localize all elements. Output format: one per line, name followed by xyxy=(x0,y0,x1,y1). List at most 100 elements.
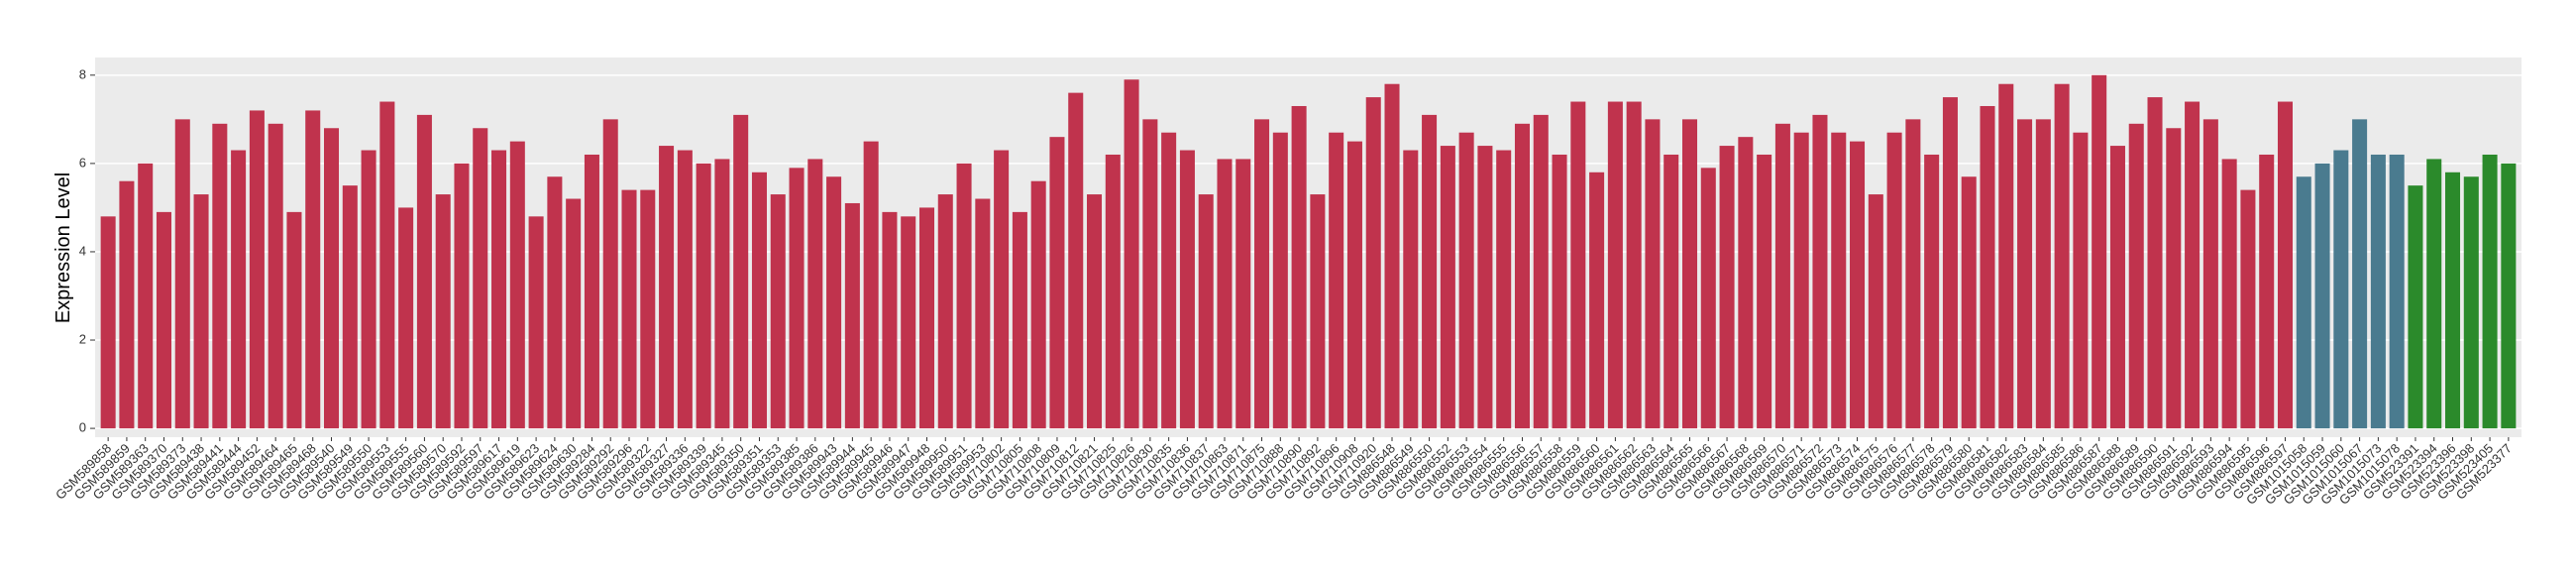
bar xyxy=(268,123,283,429)
bar xyxy=(547,176,563,429)
bar xyxy=(1831,132,1847,429)
bar xyxy=(956,163,972,429)
bar xyxy=(1310,194,1326,429)
bar xyxy=(2017,119,2033,429)
bar xyxy=(844,202,860,429)
bar xyxy=(2277,101,2293,429)
bar xyxy=(1049,137,1065,429)
bar xyxy=(1793,132,1809,429)
y-tick-label: 6 xyxy=(79,155,86,170)
bar xyxy=(1924,154,1940,429)
bar xyxy=(1533,114,1549,429)
y-tick-label: 4 xyxy=(79,243,86,258)
bar xyxy=(286,211,302,429)
y-tick-label: 8 xyxy=(79,66,86,81)
bar xyxy=(677,150,693,429)
bar xyxy=(1217,159,1233,429)
bar xyxy=(156,211,172,429)
bar xyxy=(2426,159,2442,429)
bar xyxy=(193,194,209,429)
bar xyxy=(1626,101,1642,429)
bar xyxy=(1757,154,1772,429)
bar xyxy=(1124,79,1139,429)
y-axis-title: Expression Level xyxy=(53,172,74,323)
bar xyxy=(826,176,842,429)
bar xyxy=(2444,172,2461,429)
bar xyxy=(138,163,154,429)
bar xyxy=(1030,180,1046,429)
bar xyxy=(1422,114,1438,429)
bar xyxy=(1198,194,1214,429)
bar xyxy=(918,207,935,429)
bar xyxy=(2501,163,2517,429)
bar xyxy=(621,189,637,429)
bar xyxy=(2166,128,2182,429)
bar xyxy=(1403,150,1419,429)
bar xyxy=(566,198,582,429)
bar xyxy=(2073,132,2089,429)
bar xyxy=(454,163,470,429)
bar xyxy=(361,150,376,429)
bar xyxy=(2240,189,2256,429)
bar xyxy=(1905,119,1921,429)
bar xyxy=(1142,119,1158,429)
bar xyxy=(882,211,898,429)
bar xyxy=(1440,146,1455,429)
bar xyxy=(2054,83,2070,429)
bar xyxy=(473,128,488,429)
bar xyxy=(2109,146,2125,429)
bar xyxy=(696,163,711,429)
bar xyxy=(1365,97,1381,429)
bar xyxy=(733,114,749,429)
bar xyxy=(1607,101,1623,429)
bar xyxy=(416,114,432,429)
bar xyxy=(1980,105,1995,429)
bar xyxy=(1645,119,1661,429)
bar xyxy=(342,185,358,429)
bar xyxy=(2296,176,2311,429)
y-tick-label: 0 xyxy=(79,420,86,435)
bar xyxy=(1812,114,1828,429)
bar xyxy=(2370,154,2386,429)
bar xyxy=(1850,141,1866,429)
bar xyxy=(2221,159,2237,429)
bar xyxy=(807,159,823,429)
bar xyxy=(2128,123,2144,429)
bar xyxy=(1552,154,1567,429)
bar xyxy=(1998,83,2014,429)
bar xyxy=(1570,101,1586,429)
bar xyxy=(1291,105,1307,429)
bar xyxy=(1384,83,1400,429)
bar xyxy=(119,180,135,429)
bar xyxy=(1179,150,1195,429)
bar xyxy=(231,150,247,429)
bar xyxy=(1477,146,1493,429)
bar xyxy=(994,150,1010,429)
bar xyxy=(1068,92,1084,429)
bar xyxy=(2035,119,2051,429)
bar xyxy=(789,168,805,429)
bar xyxy=(1161,132,1177,429)
bar xyxy=(1496,150,1512,429)
bar xyxy=(2389,154,2405,429)
bar xyxy=(937,194,953,429)
bar xyxy=(2463,176,2479,429)
bar xyxy=(714,159,730,429)
bar xyxy=(1942,97,1958,429)
bar xyxy=(1961,176,1977,429)
bar xyxy=(1346,141,1362,429)
bar xyxy=(1235,159,1251,429)
bar xyxy=(2352,119,2368,429)
bar xyxy=(602,119,618,429)
bar xyxy=(305,110,321,429)
bar xyxy=(1664,154,1679,429)
bar xyxy=(2408,185,2423,429)
bar xyxy=(2259,154,2275,429)
bar xyxy=(770,194,786,429)
bar xyxy=(324,128,340,429)
bar xyxy=(398,207,414,429)
bar xyxy=(1329,132,1344,429)
bar xyxy=(174,119,190,429)
bar xyxy=(1700,168,1716,429)
